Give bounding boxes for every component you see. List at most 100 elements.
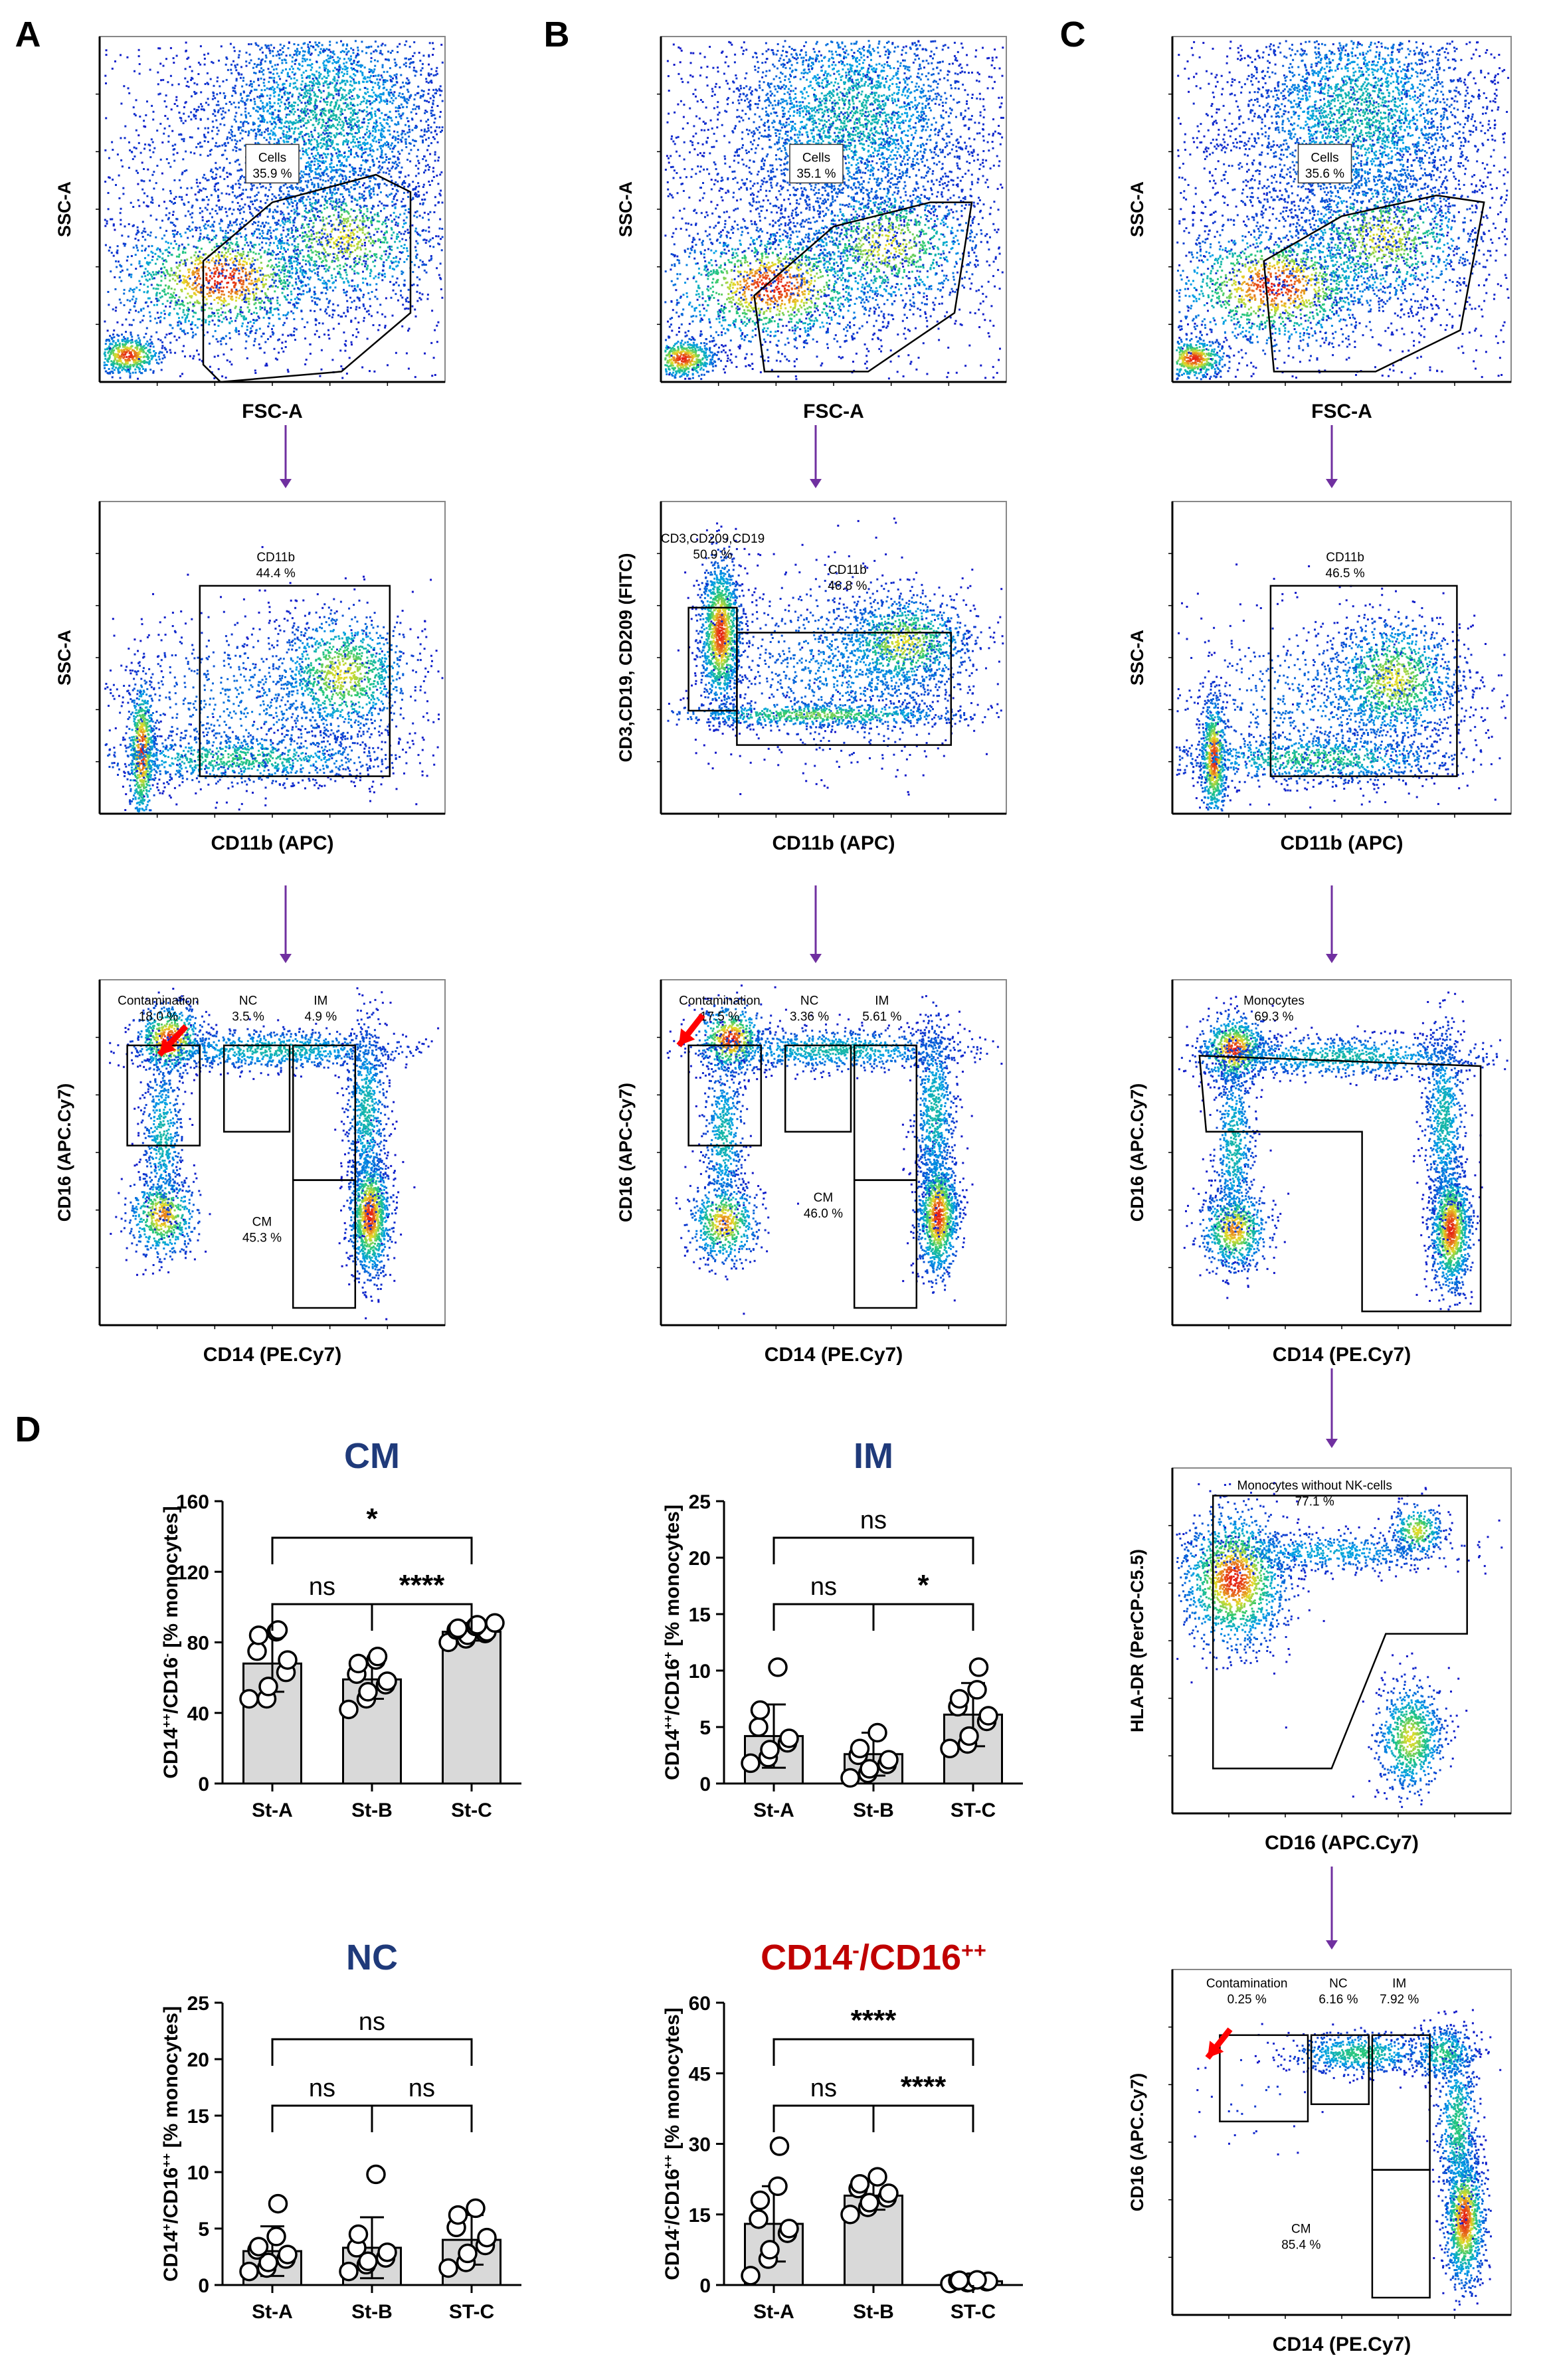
event-dot [426,130,428,133]
event-dot [325,260,328,262]
event-dot [339,51,342,53]
event-dot [305,105,308,108]
event-dot [385,230,388,232]
event-dot [403,180,405,183]
event-dot [199,277,201,280]
event-dot [417,159,420,162]
event-dot [229,272,232,275]
event-dot [358,64,361,67]
event-dot [295,283,298,286]
event-dot [260,100,262,102]
event-dot [337,157,339,159]
event-dot [311,181,314,184]
event-dot [308,140,311,143]
event-dot [272,89,275,92]
event-dot [383,161,386,163]
event-dot [331,169,333,171]
event-dot [186,316,189,319]
event-dot [196,268,199,270]
event-dot [108,345,110,348]
event-dot [381,136,383,139]
event-dot [211,290,214,293]
event-dot [357,272,360,275]
event-dot [319,279,321,282]
event-dot [395,116,397,118]
event-dot [430,142,432,144]
event-dot [278,240,280,242]
event-dot [262,82,265,84]
event-dot [414,175,417,177]
event-dot [231,94,234,97]
event-dot [254,320,257,322]
event-dot [407,79,410,82]
event-dot [245,60,248,63]
event-dot [401,136,404,139]
event-dot [356,94,359,96]
event-dot [267,264,269,267]
event-dot [238,253,240,256]
event-dot [223,254,226,256]
event-dot [408,183,410,185]
event-dot [200,262,203,264]
event-dot [332,112,335,115]
event-dot [353,156,356,159]
event-dot [163,310,165,312]
event-dot [421,136,424,138]
event-dot [285,116,287,119]
event-dot [302,54,304,57]
event-dot [413,139,416,142]
event-dot [375,228,377,230]
event-dot [432,167,434,169]
event-dot [355,181,357,183]
event-dot [412,271,414,273]
event-dot [329,126,331,129]
event-dot [335,133,338,136]
event-dot [272,128,275,130]
event-dot [345,290,348,293]
event-dot [207,52,209,55]
event-dot [300,132,302,135]
event-dot [411,129,414,132]
event-dot [278,194,280,197]
event-dot [250,183,252,185]
event-dot [307,119,310,122]
event-dot [211,277,213,280]
event-dot [162,263,164,266]
event-dot [292,187,294,189]
event-dot [209,78,212,80]
event-dot [430,126,432,129]
event-dot [203,134,205,136]
event-dot [274,109,276,112]
event-dot [412,197,414,199]
event-dot [372,127,375,130]
event-dot [391,150,394,153]
event-dot [341,79,343,82]
event-dot [250,244,253,247]
event-dot [428,184,431,186]
event-dot [122,353,125,356]
event-dot [221,280,223,283]
event-dot [164,336,167,339]
event-dot [291,71,294,74]
event-dot [143,291,145,294]
event-dot [246,121,248,124]
event-dot [339,231,342,234]
event-dot [332,201,335,203]
event-dot [144,238,147,241]
event-dot [300,285,303,288]
event-dot [326,129,329,132]
event-dot [389,265,391,268]
event-dot [230,278,233,281]
event-dot [370,45,373,48]
event-dot [218,59,220,62]
event-dot [206,72,209,74]
event-dot [211,286,213,288]
event-dot [305,272,308,275]
event-dot [309,102,312,104]
event-dot [309,201,311,204]
event-dot [354,74,357,77]
event-dot [117,369,120,371]
event-dot [269,120,272,123]
event-dot [397,121,399,124]
event-dot [348,194,351,197]
